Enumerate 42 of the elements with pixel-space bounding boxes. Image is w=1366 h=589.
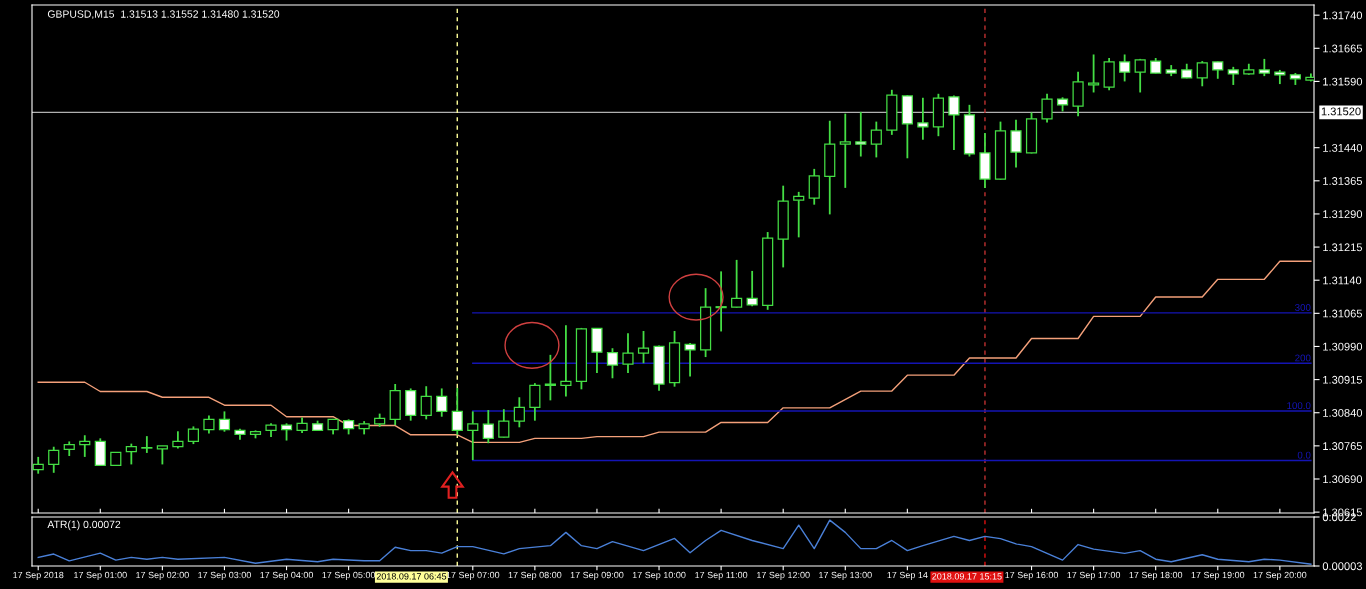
y-tick-label: 1.30690 <box>1323 475 1363 484</box>
ref-line-label: 1.31520 <box>1321 107 1361 116</box>
x-tick-label: 17 Sep 05:00 <box>322 571 376 580</box>
x-tick-label: 17 Sep 14 <box>887 571 928 580</box>
series-label: 0.0 <box>1297 451 1311 459</box>
x-tick-label: 17 Sep 16:00 <box>1005 571 1059 580</box>
y-tick-label: 1.30915 <box>1323 375 1363 384</box>
y-tick-label: 1.31290 <box>1323 210 1363 219</box>
x-tick-label: 17 Sep 01:00 <box>74 571 127 580</box>
x-tick-label: 17 Sep 10:00 <box>632 571 686 580</box>
y-tick-label: 1.31140 <box>1323 276 1362 285</box>
y-tick-label: 1.30990 <box>1323 342 1363 351</box>
y-tick-label: 1.30840 <box>1323 408 1363 417</box>
y-tick-label: 1.31440 <box>1323 143 1363 152</box>
x-tick-label: 17 Sep 09:00 <box>570 571 624 580</box>
x-tick-label: 17 Sep 08:00 <box>508 571 562 580</box>
series-label: 300 <box>1295 304 1311 311</box>
chart-title: ATR(1) 0.00072 <box>47 520 121 531</box>
y-tick-label: 1.31365 <box>1323 177 1363 185</box>
x-tick-label: 17 Sep 12:00 <box>757 571 810 580</box>
x-tick-label: 17 Sep 11:00 <box>695 571 748 580</box>
y-tick-label: 1.31065 <box>1323 309 1363 318</box>
x-tick-label: 17 Sep 04:00 <box>260 571 314 580</box>
ref-line-label: 2018.09.17 06:45 <box>376 573 447 580</box>
x-tick-label: 17 Sep 02:00 <box>136 571 189 580</box>
series-label: 200 <box>1295 354 1311 362</box>
series-label: 100.0 <box>1287 402 1311 410</box>
y-tick-label: 0.00003 <box>1322 562 1363 571</box>
x-tick-label: 17 Sep 13:00 <box>819 571 872 580</box>
chart-title: GBPUSD,M15 1.31513 1.31552 1.31480 1.31520 <box>47 10 280 19</box>
x-tick-label: 17 Sep 19:00 <box>1191 571 1245 580</box>
y-tick-label: 1.31740 <box>1323 11 1363 20</box>
x-tick-label: 17 Sep 03:00 <box>198 571 251 580</box>
x-tick-label: 17 Sep 20:00 <box>1253 571 1307 580</box>
x-tick-label: 17 Sep 17:00 <box>1067 571 1121 580</box>
y-tick-label: 1.31590 <box>1323 77 1363 86</box>
x-tick-label: 17 Sep 2018 <box>13 571 64 580</box>
y-tick-label: 1.30765 <box>1323 442 1363 450</box>
y-tick-label: 1.31215 <box>1323 243 1363 252</box>
y-tick-label: 1.31665 <box>1323 44 1363 53</box>
ref-line-label: 2018.09.17 15:15 <box>932 573 1002 580</box>
x-tick-label: 17 Sep 18:00 <box>1129 571 1183 580</box>
